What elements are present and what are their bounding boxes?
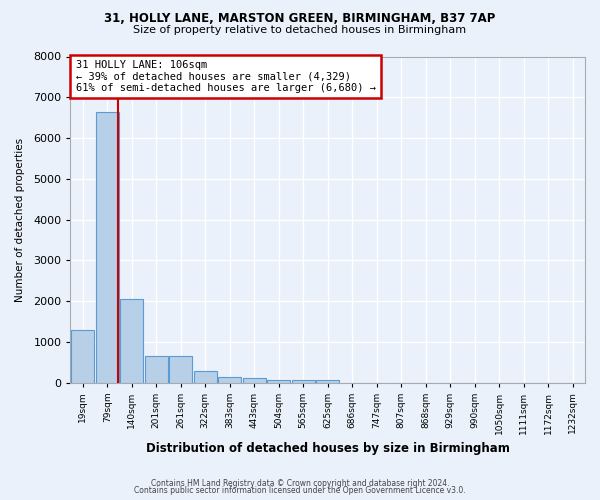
Bar [316,380,340,382]
Text: 31 HOLLY LANE: 106sqm
← 39% of detached houses are smaller (4,329)
61% of semi-d: 31 HOLLY LANE: 106sqm ← 39% of detached … [76,60,376,93]
Text: 31, HOLLY LANE, MARSTON GREEN, BIRMINGHAM, B37 7AP: 31, HOLLY LANE, MARSTON GREEN, BIRMINGHA… [104,12,496,26]
Bar [95,112,119,382]
Text: Contains public sector information licensed under the Open Government Licence v3: Contains public sector information licen… [134,486,466,495]
Bar [194,371,217,382]
Y-axis label: Number of detached properties: Number of detached properties [15,138,25,302]
Bar [242,378,266,382]
Text: Size of property relative to detached houses in Birmingham: Size of property relative to detached ho… [133,25,467,35]
Bar [267,380,290,382]
Text: Contains HM Land Registry data © Crown copyright and database right 2024.: Contains HM Land Registry data © Crown c… [151,478,449,488]
Bar [218,377,241,382]
Bar [169,356,193,382]
Bar [71,330,94,382]
X-axis label: Distribution of detached houses by size in Birmingham: Distribution of detached houses by size … [146,442,509,455]
Bar [145,356,168,382]
Bar [120,299,143,382]
Bar [292,380,315,382]
